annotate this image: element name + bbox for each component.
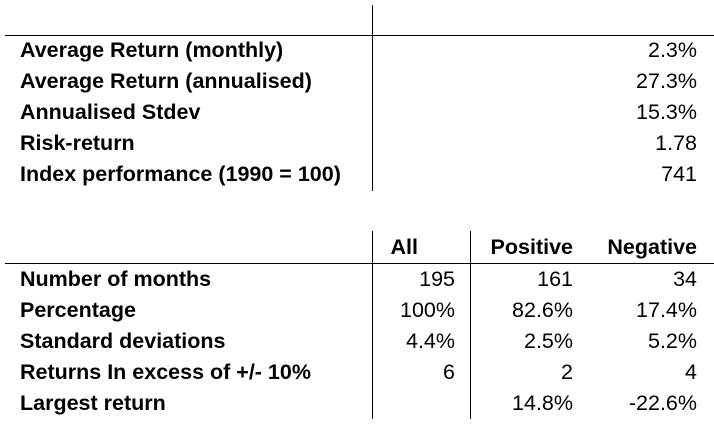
cell-positive: 82.6%: [512, 298, 573, 322]
cell-positive: 161: [537, 267, 573, 291]
cell-negative: -22.6%: [628, 391, 697, 415]
breakdown-row-label: Standard deviations: [20, 329, 226, 353]
column-header-negative: Negative: [607, 235, 697, 259]
summary-row-value: 15.3%: [636, 100, 697, 124]
summary-row-value: 27.3%: [636, 69, 697, 93]
column-header-positive: Positive: [490, 235, 573, 259]
column-header-all: All: [390, 235, 418, 259]
cell-negative: 34: [673, 267, 697, 291]
summary-row-label: Risk-return: [20, 131, 135, 155]
breakdown-divider-2: [470, 231, 471, 419]
cell-positive: 2.5%: [523, 329, 573, 353]
summary-row-label: Index performance (1990 = 100): [20, 162, 341, 186]
breakdown-header-rule: [5, 263, 714, 264]
summary-row-label: Average Return (monthly): [20, 38, 284, 62]
summary-row-label: Annualised Stdev: [20, 100, 201, 124]
summary-column-divider: [372, 5, 373, 191]
summary-top-rule: [5, 35, 714, 36]
summary-row-label: Average Return (annualised): [20, 69, 312, 93]
summary-row-value: 1.78: [655, 131, 697, 155]
breakdown-row-label: Largest return: [20, 391, 166, 415]
cell-negative: 4: [685, 360, 697, 384]
cell-positive: 14.8%: [512, 391, 573, 415]
breakdown-row-label: Percentage: [20, 298, 136, 322]
summary-row-value: 2.3%: [647, 38, 697, 62]
cell-all: 195: [419, 267, 455, 291]
breakdown-divider-1: [372, 231, 373, 419]
breakdown-row-label: Number of months: [20, 267, 212, 291]
breakdown-row-label: Returns In excess of +/- 10%: [20, 360, 311, 384]
cell-all: 4.4%: [405, 329, 455, 353]
cell-all: 100%: [400, 298, 455, 322]
summary-row-value: 741: [661, 162, 697, 186]
cell-positive: 2: [561, 360, 573, 384]
cell-negative: 17.4%: [636, 298, 697, 322]
cell-all: 6: [443, 360, 455, 384]
cell-negative: 5.2%: [647, 329, 697, 353]
